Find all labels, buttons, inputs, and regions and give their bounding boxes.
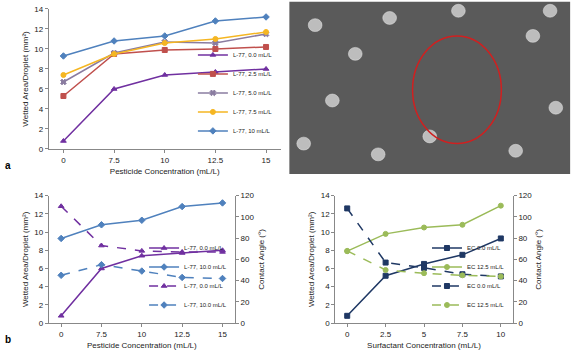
- svg-text:10: 10: [321, 228, 330, 237]
- svg-text:40: 40: [518, 276, 527, 285]
- svg-text:8: 8: [39, 65, 44, 74]
- svg-text:0: 0: [325, 319, 330, 328]
- svg-text:0: 0: [518, 319, 523, 328]
- svg-text:L-77, 10 mL/L: L-77, 10 mL/L: [233, 128, 271, 134]
- svg-text:L-77, 0.0 mL/L: L-77, 0.0 mL/L: [184, 245, 223, 251]
- svg-text:Contact Angle (°): Contact Angle (°): [534, 229, 543, 290]
- svg-text:0: 0: [61, 156, 66, 165]
- svg-text:Pesticide Concentration (mL/L): Pesticide Concentration (mL/L): [110, 167, 220, 176]
- svg-text:0: 0: [39, 319, 44, 328]
- svg-text:2: 2: [39, 125, 44, 134]
- svg-text:6: 6: [325, 264, 330, 273]
- svg-text:EC 0.0 mL/L: EC 0.0 mL/L: [467, 283, 501, 289]
- svg-text:L-77, 5.0 mL/L: L-77, 5.0 mL/L: [233, 90, 272, 96]
- svg-text:120: 120: [518, 191, 532, 200]
- svg-text:EC 12.5 mL/L: EC 12.5 mL/L: [467, 264, 504, 270]
- svg-text:0: 0: [39, 145, 44, 154]
- svg-text:0: 0: [345, 330, 350, 339]
- svg-text:EC 0.0 mL/L: EC 0.0 mL/L: [467, 245, 501, 251]
- svg-text:12: 12: [34, 210, 43, 219]
- svg-text:0: 0: [59, 330, 64, 339]
- svg-text:10: 10: [160, 156, 169, 165]
- svg-text:b: b: [5, 334, 11, 345]
- svg-text:7.5: 7.5: [457, 330, 469, 339]
- svg-text:6: 6: [39, 264, 44, 273]
- svg-text:7.5: 7.5: [96, 330, 108, 339]
- svg-text:14: 14: [34, 191, 43, 200]
- svg-text:120: 120: [241, 191, 255, 200]
- svg-text:12: 12: [34, 25, 43, 34]
- svg-text:60: 60: [241, 255, 250, 264]
- svg-text:Contact Angle (°): Contact Angle (°): [257, 229, 266, 290]
- svg-text:15: 15: [262, 156, 271, 165]
- svg-text:20: 20: [518, 298, 527, 307]
- svg-text:EC 12.5 mL/L: EC 12.5 mL/L: [467, 302, 504, 308]
- svg-text:10: 10: [496, 330, 505, 339]
- svg-text:100: 100: [241, 213, 255, 222]
- svg-text:L-77, 7.5 mL/L: L-77, 7.5 mL/L: [233, 109, 272, 115]
- svg-text:L-77, 2.5 mL/L: L-77, 2.5 mL/L: [233, 71, 272, 77]
- svg-text:12.5: 12.5: [208, 156, 224, 165]
- svg-text:0: 0: [241, 319, 246, 328]
- svg-text:Wetted Area/Droplet (mm²): Wetted Area/Droplet (mm²): [21, 211, 30, 307]
- svg-text:10: 10: [34, 45, 43, 54]
- svg-text:6: 6: [39, 85, 44, 94]
- svg-text:L-77, 10.0 mL/L: L-77, 10.0 mL/L: [184, 264, 227, 270]
- svg-text:15: 15: [218, 330, 227, 339]
- svg-text:80: 80: [518, 234, 527, 243]
- svg-text:10: 10: [137, 330, 146, 339]
- svg-text:L-77, 0.0 mL/L: L-77, 0.0 mL/L: [184, 283, 223, 289]
- svg-text:10: 10: [34, 228, 43, 237]
- svg-text:4: 4: [39, 282, 44, 291]
- svg-text:14: 14: [34, 5, 43, 14]
- svg-text:a: a: [5, 160, 11, 171]
- svg-text:L-77, 0.0 mL/L: L-77, 0.0 mL/L: [233, 52, 272, 58]
- svg-text:2.5: 2.5: [380, 330, 392, 339]
- svg-text:14: 14: [321, 191, 330, 200]
- svg-text:12: 12: [321, 210, 330, 219]
- svg-text:2: 2: [39, 301, 44, 310]
- svg-text:8: 8: [325, 246, 330, 255]
- svg-text:Pesticide Concentration (mL/L): Pesticide Concentration (mL/L): [87, 341, 197, 350]
- svg-text:Wetted Area/Droplet (mm²): Wetted Area/Droplet (mm²): [21, 31, 30, 127]
- svg-text:20: 20: [241, 298, 250, 307]
- svg-text:4: 4: [325, 282, 330, 291]
- svg-text:Wetted Area/Droplet (mm²): Wetted Area/Droplet (mm²): [307, 211, 316, 307]
- svg-text:2: 2: [325, 301, 330, 310]
- svg-text:12.5: 12.5: [174, 330, 190, 339]
- svg-text:7.5: 7.5: [109, 156, 121, 165]
- svg-text:8: 8: [39, 246, 44, 255]
- svg-text:Surfactant Concentration (mL/L: Surfactant Concentration (mL/L): [367, 341, 481, 350]
- svg-text:80: 80: [241, 234, 250, 243]
- svg-text:5: 5: [422, 330, 427, 339]
- svg-text:60: 60: [518, 255, 527, 264]
- svg-text:4: 4: [39, 105, 44, 114]
- svg-text:40: 40: [241, 276, 250, 285]
- svg-text:L-77, 10.0 mL/L: L-77, 10.0 mL/L: [184, 302, 227, 308]
- svg-text:100: 100: [518, 213, 532, 222]
